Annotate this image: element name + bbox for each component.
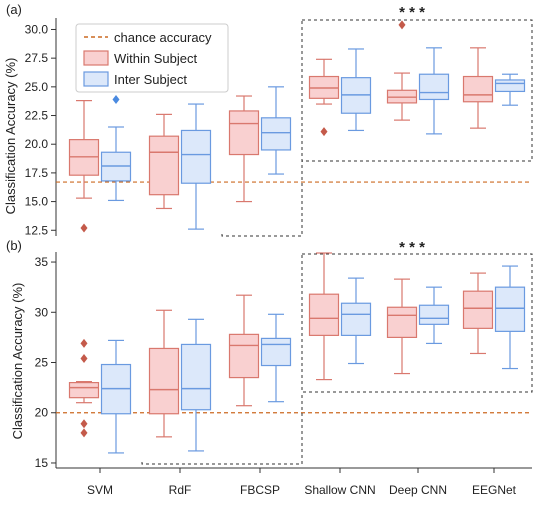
outlier-b-within-0-3 xyxy=(80,428,88,438)
box-b-within-1 xyxy=(148,309,180,438)
box-a-within-4 xyxy=(386,20,418,121)
outlier-a-within-3-0 xyxy=(320,127,328,137)
box-b-within-4 xyxy=(386,278,418,375)
box-b-inter-5 xyxy=(494,265,526,370)
box-b-inter-1 xyxy=(180,318,212,452)
significance-bracket-b xyxy=(141,392,303,465)
panel-a-ylabel: Classification Accuracy (%) xyxy=(3,58,18,215)
panel-a-significance: * * * xyxy=(399,4,425,21)
panel-b-significance: * * * xyxy=(399,239,425,256)
panel-b-ylabel: Classification Accuracy (%) xyxy=(10,283,25,440)
iqr-box-b-inter-1 xyxy=(180,343,212,411)
box-b-within-0 xyxy=(68,338,100,438)
significance-bracket-a xyxy=(221,161,303,237)
box-a-within-1 xyxy=(148,113,180,210)
xtick-label-1: RdF xyxy=(169,483,192,497)
box-a-inter-2 xyxy=(260,86,292,175)
ytick-label-a-6: 27.5 xyxy=(25,51,49,65)
ytick-label-a-7: 30.0 xyxy=(25,22,49,36)
box-b-within-5 xyxy=(462,272,494,355)
iqr-box-b-within-5 xyxy=(462,290,494,329)
iqr-box-b-inter-2 xyxy=(260,337,292,367)
legend-chance-label: chance accuracy xyxy=(114,30,212,45)
panel-a-yticks: 12.5 15.0 17.5 20.0 22.5 25.0 27.5 30.0 xyxy=(25,22,56,237)
legend-within-swatch xyxy=(83,50,109,66)
box-b-inter-2 xyxy=(260,313,292,403)
panel-b-marks xyxy=(55,252,533,468)
iqr-box-b-inter-3 xyxy=(340,302,372,336)
legend-inter-label: Inter Subject xyxy=(114,72,187,87)
box-a-within-5 xyxy=(462,47,494,129)
box-b-within-3 xyxy=(308,252,340,381)
ytick-label-a-0: 12.5 xyxy=(25,223,49,237)
ytick-label-a-1: 15.0 xyxy=(25,195,49,209)
iqr-box-b-within-0 xyxy=(68,382,100,399)
significance-box-b xyxy=(301,253,533,393)
panel-a: (a) Classification Accuracy (%) 12.5 15.0… xyxy=(3,2,533,237)
iqr-box-a-within-1 xyxy=(148,135,180,196)
box-b-inter-3 xyxy=(340,277,372,365)
box-a-within-3 xyxy=(308,58,340,137)
box-b-inter-4 xyxy=(418,286,450,345)
ytick-label-b-1: 20 xyxy=(35,406,49,420)
box-a-inter-1 xyxy=(180,103,212,230)
ytick-label-a-4: 22.5 xyxy=(25,109,49,123)
iqr-box-a-inter-5 xyxy=(494,79,526,93)
panel-b: (b) Classification Accuracy (%) 15 20 25 30… xyxy=(6,238,533,497)
legend-frame xyxy=(75,23,229,93)
ytick-label-a-5: 25.0 xyxy=(25,80,49,94)
outlier-b-within-0-2 xyxy=(80,419,88,429)
iqr-box-a-inter-1 xyxy=(180,129,212,184)
box-b-within-2 xyxy=(228,294,260,407)
xtick-label-3: Shallow CNN xyxy=(304,483,375,497)
box-b-inter-0 xyxy=(100,339,132,454)
box-a-inter-0 xyxy=(100,94,132,202)
panel-a-marks xyxy=(55,18,533,237)
box-a-within-0 xyxy=(68,100,100,233)
iqr-box-b-inter-4 xyxy=(418,304,450,325)
iqr-box-a-inter-2 xyxy=(260,117,292,151)
ytick-label-a-3: 20.0 xyxy=(25,137,49,151)
outlier-b-within-0-0 xyxy=(80,338,88,348)
ytick-label-b-3: 30 xyxy=(35,305,49,319)
xtick-label-4: Deep CNN xyxy=(389,483,447,497)
panel-b-label: (b) xyxy=(6,238,22,253)
iqr-box-b-within-2 xyxy=(228,333,260,379)
outlier-a-within-0-0 xyxy=(80,223,88,233)
xtick-label-0: SVM xyxy=(87,483,113,497)
x-axis-ticks: SVM RdF FBCSP Shallow CNN Deep CNN EEGNet xyxy=(56,467,532,497)
significance-box-a xyxy=(301,19,533,162)
box-a-within-2 xyxy=(228,95,260,203)
ytick-label-b-0: 15 xyxy=(35,456,49,470)
ytick-label-b-2: 25 xyxy=(35,356,49,370)
box-a-inter-5 xyxy=(494,73,526,106)
box-a-inter-3 xyxy=(340,48,372,132)
panel-a-label: (a) xyxy=(6,2,22,17)
iqr-box-a-inter-4 xyxy=(418,73,450,101)
ytick-label-a-2: 17.5 xyxy=(25,166,49,180)
legend-inter-swatch xyxy=(83,71,109,87)
panel-b-yticks: 15 20 25 30 35 xyxy=(35,255,56,470)
outlier-a-within-4-0 xyxy=(398,20,406,30)
iqr-box-b-inter-5 xyxy=(494,286,526,332)
legend: chance accuracy Within Subject Inter Sub… xyxy=(75,23,229,93)
xtick-label-5: EEGNet xyxy=(472,483,517,497)
iqr-box-b-within-3 xyxy=(308,293,340,336)
outlier-a-inter-0-0 xyxy=(112,94,120,104)
iqr-box-a-within-2 xyxy=(228,110,260,156)
iqr-box-b-within-4 xyxy=(386,306,418,338)
iqr-box-b-within-1 xyxy=(148,347,180,415)
xtick-label-2: FBCSP xyxy=(240,483,280,497)
ytick-label-b-4: 35 xyxy=(35,255,49,269)
iqr-box-a-within-5 xyxy=(462,75,494,103)
outlier-b-within-0-1 xyxy=(80,353,88,363)
legend-within-label: Within Subject xyxy=(114,51,197,66)
box-a-inter-4 xyxy=(418,47,450,135)
